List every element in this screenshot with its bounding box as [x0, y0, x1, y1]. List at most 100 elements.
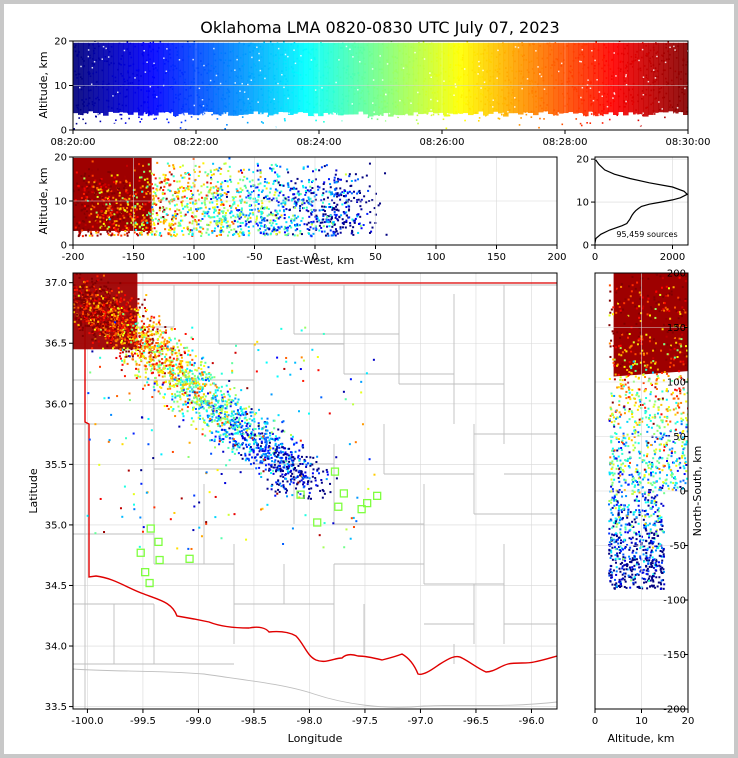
- source-point: [143, 322, 146, 325]
- gap-speckle: [684, 87, 686, 90]
- source-point: [195, 91, 198, 94]
- gap-speckle: [538, 115, 541, 118]
- source-point: [176, 400, 179, 403]
- source-point: [260, 212, 263, 215]
- source-point: [159, 220, 162, 223]
- source-point: [248, 168, 251, 171]
- gap-speckle: [312, 117, 315, 120]
- source-point: [153, 222, 156, 225]
- gap-speckle: [424, 118, 427, 121]
- source-point: [168, 200, 171, 203]
- gap-speckle: [436, 100, 439, 102]
- source-point: [107, 171, 110, 174]
- gap-speckle: [453, 94, 455, 96]
- source-point: [240, 109, 242, 111]
- source-point: [118, 220, 121, 223]
- source-point: [92, 185, 95, 188]
- source-point: [92, 319, 95, 322]
- source-point: [129, 51, 131, 54]
- source-point: [333, 107, 336, 110]
- source-point: [110, 107, 113, 109]
- source-point: [141, 185, 144, 188]
- source-point: [219, 86, 222, 88]
- source-band: [273, 42, 279, 115]
- source-point: [521, 55, 524, 58]
- source-point: [618, 41, 621, 43]
- gap-speckle: [305, 119, 307, 122]
- source-point: [388, 63, 390, 66]
- gap-speckle: [239, 90, 241, 92]
- source-point: [226, 64, 229, 67]
- source-point: [217, 212, 220, 215]
- source-point: [240, 199, 243, 202]
- source-point: [211, 113, 213, 116]
- source-point: [283, 75, 286, 77]
- gap-speckle: [623, 119, 626, 122]
- gap-speckle: [411, 127, 414, 130]
- source-point: [150, 183, 153, 186]
- source-point: [441, 50, 443, 53]
- source-point: [269, 187, 272, 190]
- source-point: [293, 214, 296, 217]
- source-point: [344, 190, 347, 193]
- gap-speckle: [455, 86, 457, 88]
- gap-speckle: [374, 115, 376, 118]
- source-band: [403, 42, 409, 115]
- source-point: [214, 86, 216, 88]
- source-point: [205, 103, 208, 106]
- source-point: [98, 112, 101, 115]
- source-point: [232, 203, 235, 206]
- source-point: [172, 216, 175, 219]
- source-point: [149, 220, 152, 223]
- source-point: [198, 96, 201, 98]
- source-point: [541, 57, 544, 60]
- source-point: [158, 371, 161, 374]
- source-point: [652, 109, 655, 112]
- source-band: [673, 42, 679, 114]
- source-point: [300, 88, 302, 90]
- source-point: [247, 225, 250, 228]
- gap-speckle: [176, 117, 179, 120]
- source-point: [181, 360, 184, 363]
- source-point: [223, 218, 226, 221]
- source-point: [131, 206, 134, 209]
- source-point: [533, 72, 535, 74]
- source-point: [220, 223, 223, 226]
- source-point: [88, 43, 91, 46]
- source-point: [645, 107, 647, 109]
- source-point: [157, 197, 160, 200]
- source-point: [344, 173, 347, 176]
- source-point: [497, 103, 500, 105]
- source-point: [346, 77, 348, 80]
- source-point: [177, 195, 180, 198]
- source-point: [553, 64, 556, 67]
- source-point: [168, 164, 171, 167]
- source-point: [290, 218, 293, 221]
- source-point: [149, 348, 152, 351]
- gap-speckle: [560, 127, 563, 130]
- source-point: [177, 94, 180, 97]
- source-point: [249, 51, 251, 54]
- source-point: [174, 212, 177, 215]
- source-point: [350, 86, 353, 89]
- source-point: [235, 209, 238, 212]
- source-point: [341, 47, 344, 49]
- source-band: [128, 42, 134, 115]
- source-point: [582, 67, 584, 70]
- source-point: [108, 200, 111, 203]
- source-point: [270, 232, 273, 235]
- source-point: [589, 96, 592, 98]
- source-point: [595, 41, 597, 44]
- source-point: [234, 110, 237, 113]
- source-point: [303, 48, 306, 51]
- source-point: [219, 425, 222, 428]
- gap-speckle: [399, 122, 402, 124]
- gap-speckle: [491, 106, 494, 108]
- source-point: [276, 173, 279, 176]
- source-point: [261, 77, 264, 80]
- source-point: [112, 181, 115, 184]
- source-point: [117, 314, 120, 317]
- source-point: [610, 104, 612, 107]
- gap-speckle: [394, 114, 396, 117]
- source-point: [157, 105, 159, 107]
